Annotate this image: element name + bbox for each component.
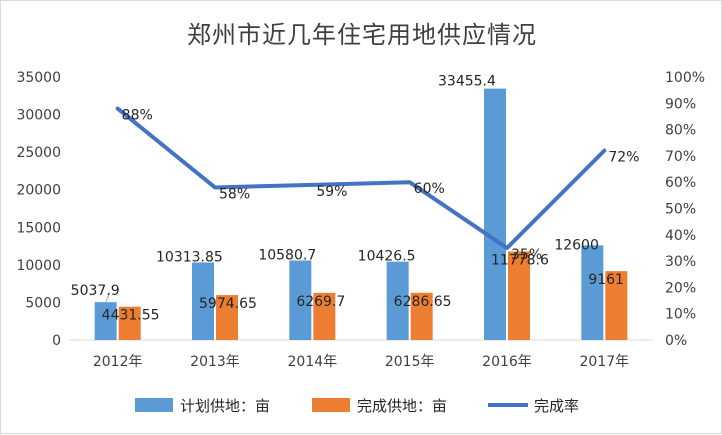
left-tick-label: 15000 (16, 220, 61, 236)
completed-value-label: 6286.65 (394, 294, 452, 310)
right-tick-label: 50% (665, 202, 696, 218)
category-label: 2017年 (580, 354, 630, 370)
right-tick-label: 70% (665, 149, 696, 165)
category-label: 2014年 (288, 354, 338, 370)
planned-value-label: 10426.5 (358, 249, 416, 265)
completed-value-label: 9161 (588, 272, 624, 288)
planned-value-label: 5037.9 (71, 283, 120, 299)
rate-line (115, 106, 607, 250)
right-tick-label: 0% (665, 333, 687, 349)
rate-value-label: 88% (122, 108, 153, 124)
label-leader (105, 291, 111, 303)
rate-value-label: 58% (219, 186, 250, 202)
planned-value-label: 12600 (554, 237, 599, 253)
right-axis-ticks: 0% 10% 20% 30% 40% 50% 60% 70% 80% 90% 100% (665, 70, 705, 349)
line-series (115, 106, 607, 250)
bar-completed (313, 292, 336, 340)
right-tick-label: 40% (665, 228, 696, 244)
left-tick-label: 20000 (16, 183, 61, 199)
bar-planned (289, 260, 312, 340)
completed-value-label: 11778.6 (491, 252, 549, 268)
right-tick-label: 90% (665, 96, 696, 112)
right-tick-label: 100% (665, 70, 705, 86)
bar-completed (216, 295, 238, 340)
bar-planned (192, 262, 214, 340)
bar-planned (94, 302, 117, 340)
rate-value-label: 59% (316, 184, 347, 200)
planned-value-label: 10313.85 (156, 249, 223, 265)
legend-label-planned: 计划供地：亩 (180, 397, 270, 415)
bar-planned (484, 88, 506, 340)
category-label: 2012年 (93, 354, 143, 370)
x-axis-ticks: 2012年 2013年 2014年 2015年 2016年 2017年 (93, 354, 629, 370)
right-tick-label: 80% (665, 123, 696, 139)
bar-completed (118, 306, 141, 340)
left-tick-label: 30000 (16, 108, 61, 124)
completed-value-label: 5974.65 (199, 296, 257, 312)
bar-planned (581, 245, 604, 340)
left-tick-label: 35000 (16, 70, 61, 86)
completed-value-label: 6269.7 (296, 294, 345, 310)
category-label: 2013年 (190, 354, 240, 370)
bar-completed (605, 271, 628, 340)
left-tick-label: 10000 (16, 258, 61, 274)
bar-completed (410, 292, 433, 340)
left-tick-label: 25000 (16, 145, 61, 161)
left-tick-label: 0 (52, 333, 61, 349)
rate-value-label: 35% (511, 247, 542, 263)
right-tick-label: 60% (665, 175, 696, 191)
planned-value-label: 10580.7 (258, 247, 316, 263)
data-labels: 5037.9 4431.55 88% 10313.85 5974.65 58% 10580.… (71, 74, 640, 324)
rate-value-label: 72% (608, 150, 639, 166)
left-axis-ticks: 0 5000 10000 15000 20000 25000 30000 35000 (16, 70, 61, 349)
category-label: 2016年 (482, 354, 532, 370)
right-tick-label: 30% (665, 254, 696, 270)
completed-value-label: 4431.55 (102, 308, 160, 324)
right-tick-label: 20% (665, 280, 696, 296)
legend-swatch-planned (135, 398, 173, 412)
bar-series (94, 88, 628, 340)
right-tick-label: 10% (665, 307, 696, 323)
bar-planned (386, 261, 409, 340)
chart-title: 郑州市近几年住宅用地供应情况 (187, 21, 537, 49)
category-label: 2015年 (385, 354, 435, 370)
bar-completed (508, 251, 530, 340)
left-tick-label: 5000 (25, 295, 61, 311)
planned-value-label: 33455.4 (438, 74, 496, 90)
legend-swatch-completed (312, 398, 350, 412)
rate-value-label: 60% (414, 181, 445, 197)
legend-label-completed: 完成供地：亩 (357, 397, 447, 415)
legend-label-rate: 完成率 (534, 397, 579, 415)
legend: 计划供地：亩 完成供地：亩 完成率 (135, 397, 579, 415)
